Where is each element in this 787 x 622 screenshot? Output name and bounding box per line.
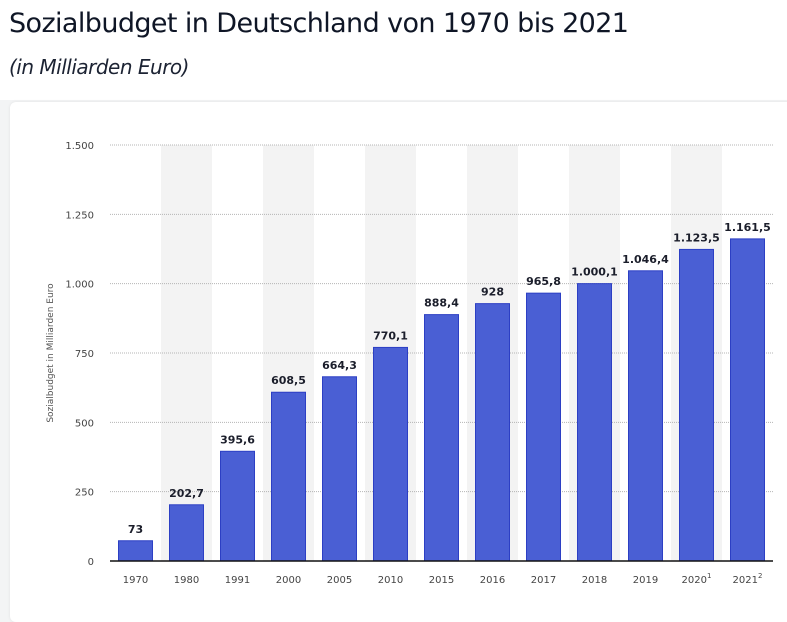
y-tick-label: 500 (75, 418, 94, 429)
x-tick-label: 2010 (378, 575, 403, 586)
y-tick-label: 1.250 (65, 210, 94, 221)
bar (373, 346, 408, 562)
x-tick-label: 2018 (582, 575, 607, 586)
y-tick-label: 0 (88, 557, 94, 568)
chart-subtitle: (in Milliarden Euro) (9, 55, 189, 79)
value-label: 664,3 (322, 359, 357, 372)
x-tick-label: 1991 (225, 575, 250, 586)
x-tick-label: 2015 (429, 575, 454, 586)
x-tick-label: 1970 (123, 575, 148, 586)
y-tick-label: 250 (75, 488, 94, 499)
x-tick-label: 2005 (327, 575, 352, 586)
value-labels: 73 202,7 395,6 608,5 664,3 770,1 888,4 928 965,8… (128, 221, 771, 536)
bar (220, 450, 255, 562)
value-label: 73 (128, 523, 143, 536)
x-tick-label: 2017 (531, 575, 556, 586)
value-label: 202,7 (169, 487, 204, 500)
value-label: 770,1 (373, 329, 408, 342)
bar (628, 270, 663, 562)
x-axis-ticks: 1970 1980 1991 2000 2005 2010 2015 2016 2017 2018… (123, 572, 763, 586)
bar (577, 283, 612, 562)
y-tick-label: 750 (75, 349, 94, 360)
value-label: 1.161,5 (724, 221, 771, 234)
bars (118, 238, 765, 562)
bar-chart: 0 250 500 750 1.000 1.250 1.500 Sozialbudget i… (46, 141, 773, 586)
bar (271, 391, 306, 562)
bar (424, 314, 459, 562)
bar (475, 303, 510, 562)
chart-title: Sozialbudget in Deutschland von 1970 bis… (9, 8, 629, 39)
x-tick-label: 20212 (733, 572, 763, 586)
bar (679, 248, 714, 562)
y-tick-label: 1.000 (65, 280, 94, 291)
bar (526, 292, 561, 562)
x-tick-label: 1980 (174, 575, 199, 586)
value-label: 1.000,1 (571, 266, 618, 279)
value-label: 888,4 (424, 297, 459, 310)
value-label: 608,5 (271, 374, 306, 387)
bar (322, 376, 357, 562)
y-axis-title: Sozialbudget in Milliarden Euro (46, 283, 56, 423)
y-tick-label: 1.500 (65, 141, 94, 152)
bar (118, 540, 153, 562)
bar (730, 238, 765, 562)
x-tick-label: 2019 (633, 575, 658, 586)
value-label: 1.123,5 (673, 231, 720, 244)
x-tick-label: 20201 (682, 572, 712, 586)
chart-header: Sozialbudget in Deutschland von 1970 bis… (0, 0, 787, 100)
x-tick-label: 2016 (480, 575, 505, 586)
value-label: 928 (481, 286, 504, 299)
value-label: 395,6 (220, 433, 255, 446)
value-label: 1.046,4 (622, 253, 669, 266)
footnote-marker: 1 (707, 572, 711, 580)
value-label: 965,8 (526, 275, 561, 288)
footnote-marker: 2 (758, 572, 762, 580)
bar (169, 504, 204, 562)
y-axis-ticks: 0 250 500 750 1.000 1.250 1.500 (65, 141, 94, 568)
x-tick-label: 2000 (276, 575, 301, 586)
